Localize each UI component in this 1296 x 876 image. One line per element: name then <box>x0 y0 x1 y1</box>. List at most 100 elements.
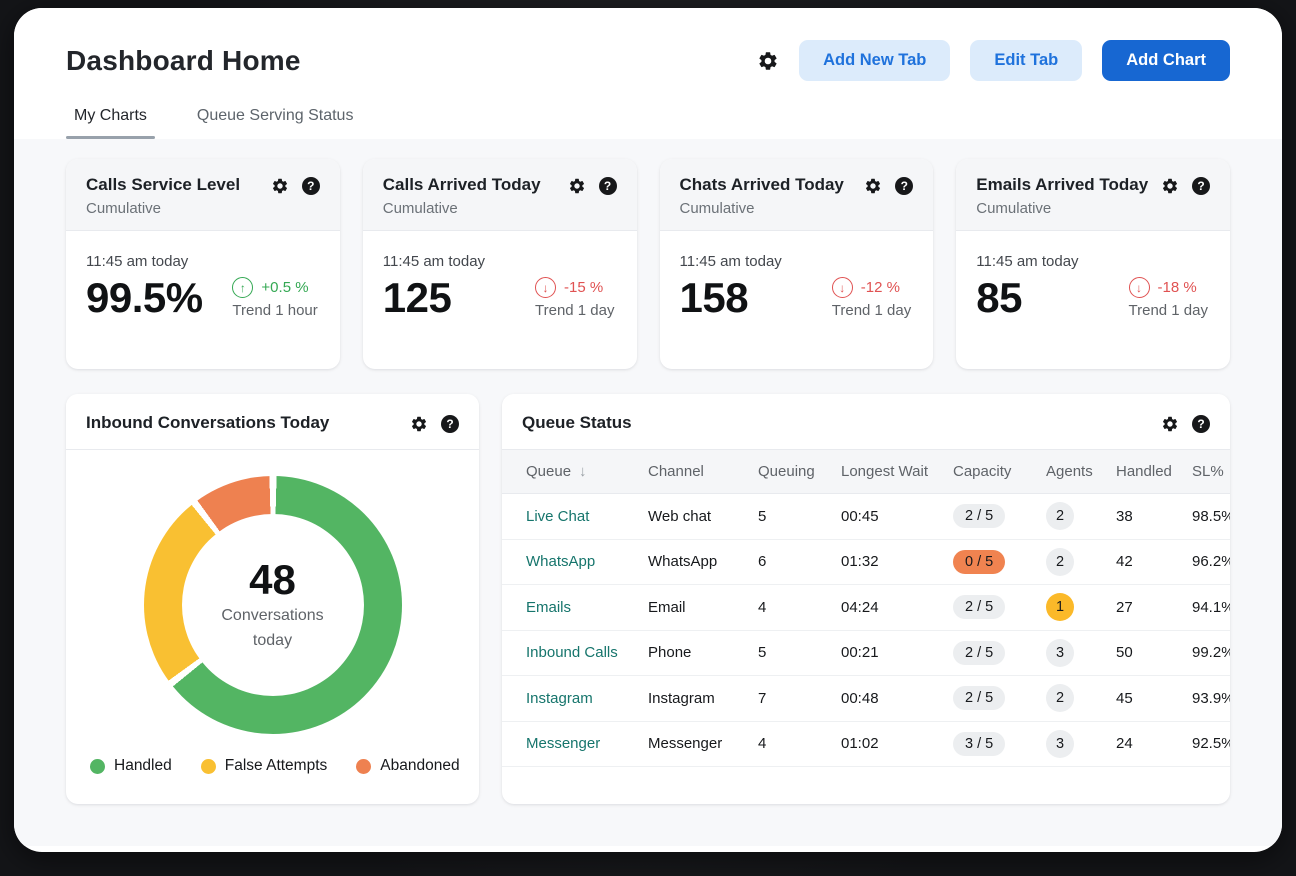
kpi-timestamp: 11:45 am today <box>86 253 189 270</box>
card-settings-gear-icon[interactable] <box>568 177 586 195</box>
card-help-icon[interactable]: ? <box>1192 177 1210 195</box>
handled-cell: 50 <box>1116 644 1133 662</box>
legend-item-false-attempts: False Attempts <box>200 757 327 775</box>
kpi-card-subtitle: Cumulative <box>382 200 458 217</box>
donut-card-title: Inbound Conversations Today <box>86 413 330 432</box>
longest-wait-cell: 04:24 <box>841 598 879 616</box>
kpi-card-title: Calls Arrived Today <box>382 175 541 194</box>
kpi-card-calls-service-level: Calls Service Level Cumulative? 11:45 am t… <box>66 159 340 369</box>
table-row-messenger: Messenger Messenger 4 01:02 3 / 5 3 24 92.5% <box>502 722 1230 767</box>
handled-cell: 45 <box>1116 689 1133 707</box>
queue-name-link[interactable]: Messenger <box>526 735 601 753</box>
handled-cell: 42 <box>1116 553 1133 571</box>
donut-center-label-2: today <box>252 632 293 649</box>
handled-cell: 38 <box>1116 507 1133 525</box>
queue-name-link[interactable]: Live Chat <box>526 507 590 525</box>
queue-name-link[interactable]: Emails <box>526 598 572 616</box>
column-header-capacity[interactable]: Capacity <box>953 463 1012 480</box>
kpi-card-calls-arrived-today: Calls Arrived Today Cumulative? 11:45 am t… <box>362 159 637 369</box>
queue-name-link[interactable]: Instagram <box>526 689 593 707</box>
capacity-badge: 2 / 5 <box>953 504 1006 529</box>
legend-dot-icon <box>200 758 216 774</box>
longest-wait-cell: 01:02 <box>841 735 879 753</box>
card-settings-gear-icon[interactable] <box>271 177 289 195</box>
capacity-badge: 2 / 5 <box>953 640 1006 665</box>
channel-cell: Email <box>648 598 686 616</box>
card-help-icon[interactable]: ? <box>895 177 914 195</box>
queue-status-table: Queue ↓ Channel Queuing Longest Wait Capacity… <box>502 450 1230 767</box>
add-chart-button[interactable]: Add Chart <box>1102 40 1230 81</box>
agents-badge: 1 <box>1046 593 1074 622</box>
kpi-timestamp: 11:45 am today <box>679 253 782 270</box>
table-row-instagram: Instagram Instagram 7 00:48 2 / 5 2 45 93.9% <box>502 676 1230 722</box>
legend-item-handled: Handled <box>90 757 172 775</box>
agents-badge: 3 <box>1046 638 1074 667</box>
kpi-trend-value: +0.5 % <box>261 279 309 296</box>
agents-badge: 2 <box>1046 502 1074 531</box>
card-help-icon[interactable]: ? <box>1192 415 1210 433</box>
tab-my-charts[interactable]: My Charts <box>66 107 155 139</box>
kpi-card-title: Emails Arrived Today <box>976 175 1149 194</box>
sort-descending-arrow-icon[interactable]: ↓ <box>579 463 587 480</box>
dashboard-settings-gear-icon[interactable] <box>757 50 779 72</box>
agents-badge: 3 <box>1046 729 1074 758</box>
donut-center-label: Conversations <box>221 607 324 625</box>
longest-wait-cell: 00:48 <box>841 689 879 707</box>
queue-name-link[interactable]: WhatsApp <box>526 553 596 571</box>
queue-status-card: Queue Status ? Queue ↓ Channel Queuing Longe… <box>502 394 1230 804</box>
column-header-handled[interactable]: Handled <box>1116 463 1172 480</box>
capacity-badge: 3 / 5 <box>953 731 1006 756</box>
kpi-trend-label: Trend 1 day <box>1128 302 1209 319</box>
queuing-cell: 5 <box>758 507 767 525</box>
arrow-down-circle-icon: ↓ <box>831 277 853 298</box>
edit-tab-button[interactable]: Edit Tab <box>970 40 1083 81</box>
kpi-card-title: Calls Service Level <box>86 175 241 194</box>
kpi-timestamp: 11:45 am today <box>976 253 1079 270</box>
page-title: Dashboard Home <box>66 44 301 76</box>
card-settings-gear-icon[interactable] <box>1161 415 1179 433</box>
column-header-longest-wait[interactable]: Longest Wait <box>841 463 928 480</box>
inbound-conversations-card: Inbound Conversations Today ? 48 Convers… <box>66 394 479 804</box>
dashboard-content: Calls Service Level Cumulative? 11:45 am t… <box>14 139 1282 846</box>
queue-card-title: Queue Status <box>522 413 632 432</box>
column-header-channel[interactable]: Channel <box>648 463 704 480</box>
channel-cell: WhatsApp <box>648 553 718 571</box>
legend-dot-icon <box>356 758 372 774</box>
column-header-agents[interactable]: Agents <box>1046 463 1093 480</box>
handled-cell: 24 <box>1116 735 1133 753</box>
kpi-trend-label: Trend 1 day <box>535 302 615 319</box>
kpi-timestamp: 11:45 am today <box>382 253 486 270</box>
queue-name-link[interactable]: Inbound Calls <box>526 644 618 662</box>
donut-legend: Handled False Attempts Abandoned <box>90 757 479 775</box>
page-header: Dashboard Home Add New Tab Edit Tab Add … <box>14 8 1282 139</box>
table-row-live-chat: Live Chat Web chat 5 00:45 2 / 5 2 38 98.5% <box>502 494 1230 540</box>
longest-wait-cell: 00:21 <box>841 644 879 662</box>
card-help-icon[interactable]: ? <box>301 177 320 195</box>
table-row-whatsapp: WhatsApp WhatsApp 6 01:32 0 / 5 2 42 96.2% <box>502 540 1230 585</box>
column-header-sl-[interactable]: SL% <box>1192 463 1224 480</box>
tab-queue-serving-status[interactable]: Queue Serving Status <box>196 107 354 124</box>
card-settings-gear-icon[interactable] <box>410 415 428 433</box>
agents-badge: 2 <box>1046 547 1074 576</box>
channel-cell: Messenger <box>648 735 723 753</box>
card-help-icon[interactable]: ? <box>598 177 617 195</box>
tab-bar: My Charts Queue Serving Status <box>66 107 1230 139</box>
legend-item-abandoned: Abandoned <box>356 757 460 775</box>
queuing-cell: 4 <box>758 598 767 616</box>
column-header-queuing[interactable]: Queuing <box>758 463 815 480</box>
card-help-icon[interactable]: ? <box>441 415 459 433</box>
capacity-badge: 0 / 5 <box>953 549 1006 574</box>
table-header-row: Queue ↓ Channel Queuing Longest Wait Capacity… <box>502 450 1230 494</box>
kpi-card-chats-arrived-today: Chats Arrived Today Cumulative? 11:45 am t… <box>659 159 934 369</box>
kpi-trend-value: -15 % <box>564 279 604 296</box>
card-settings-gear-icon[interactable] <box>864 177 882 195</box>
column-header-queue[interactable]: Queue ↓ <box>526 463 587 480</box>
card-settings-gear-icon[interactable] <box>1161 177 1179 195</box>
inbound-conversations-donut-chart: 48 Conversations today <box>143 476 402 734</box>
queuing-cell: 4 <box>758 735 767 753</box>
sl-percent-cell: 99.2% <box>1192 644 1230 662</box>
kpi-trend-label: Trend 1 hour <box>232 302 318 319</box>
arrow-down-circle-icon: ↓ <box>1128 277 1150 298</box>
add-new-tab-button[interactable]: Add New Tab <box>799 40 951 81</box>
arrow-down-circle-icon: ↓ <box>535 277 556 298</box>
